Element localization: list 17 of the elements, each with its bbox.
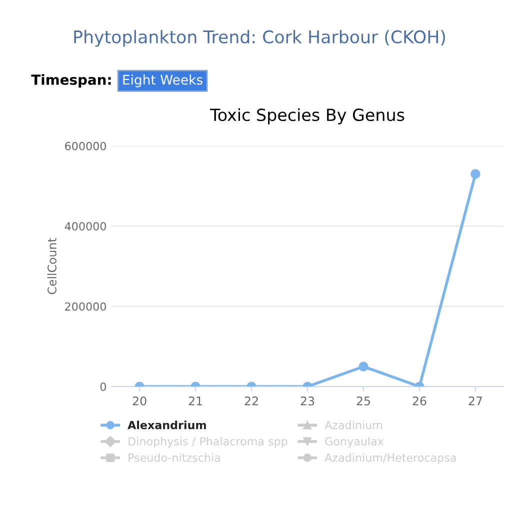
x-tick-label: 21 <box>188 396 202 406</box>
x-tick-label: 22 <box>244 396 258 406</box>
legend-label: Alexandrium <box>128 420 206 430</box>
y-tick-label: 600000 <box>65 142 106 150</box>
y-axis-title: CellCount <box>47 238 56 294</box>
y-tick-label: 400000 <box>64 222 106 231</box>
x-tick-label: 20 <box>132 396 146 406</box>
y-tick-label: 200000 <box>65 302 106 311</box>
x-tick-label: 23 <box>300 396 314 406</box>
text: Timespan: <box>31 74 111 88</box>
y-tick-label: 0 <box>100 382 106 391</box>
x-tick-label: 25 <box>356 396 370 406</box>
chart-title: Phytoplankton Trend: Cork Harbour (CKOH) <box>74 30 445 47</box>
chart-subtitle: Toxic Species By Genus <box>210 108 404 124</box>
x-tick-label: 27 <box>468 396 482 406</box>
x-tick-label: 26 <box>412 396 426 406</box>
text: Eight Weeks <box>123 74 202 88</box>
